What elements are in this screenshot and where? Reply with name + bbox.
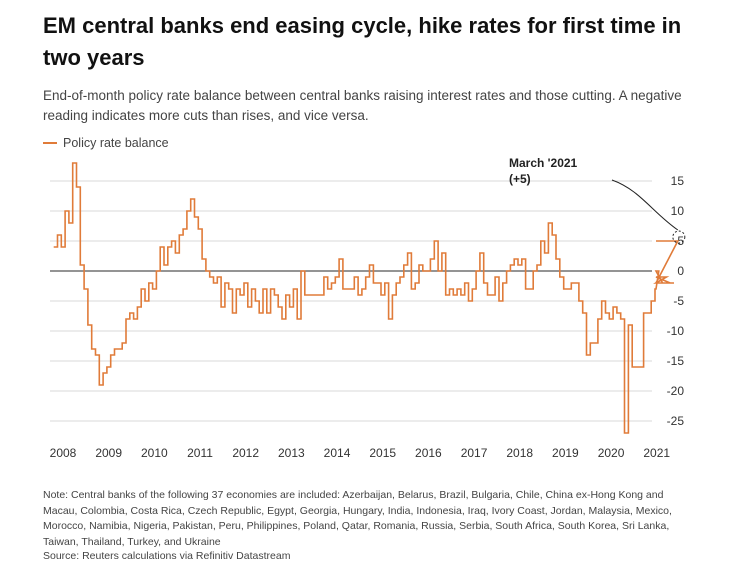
y-tick-label: 10 [671,204,685,218]
annotation-label: March '2021 [509,156,578,170]
legend-swatch [43,142,57,144]
legend: Policy rate balance [43,136,169,150]
x-tick-label: 2020 [598,446,625,460]
y-tick-label: -20 [667,384,685,398]
x-tick-label: 2011 [187,446,213,460]
chart-subtitle: End-of-month policy rate balance between… [43,88,682,123]
y-tick-label: -15 [667,354,685,368]
x-tick-label: 2014 [324,446,351,460]
gridlines [50,180,652,422]
x-tick-label: 2018 [506,446,533,460]
x-tick-label: 2019 [552,446,579,460]
x-tick-label: 2009 [95,446,122,460]
x-tick-label: 2016 [415,446,442,460]
y-tick-label: -25 [667,414,685,428]
x-tick-label: 2017 [461,446,488,460]
x-tick-label: 2012 [232,446,259,460]
chart-area: 15 10 5 0 -5 -10 -15 -20 -25 2008 2009 2010 2011 201… [50,156,686,460]
annotation: March '2021 (+5) [509,156,686,244]
source-note: Source: Reuters calculations via Refinit… [43,550,291,562]
series-line-policy-rate-balance [53,162,680,434]
y-tick-label: -10 [667,324,685,338]
y-axis-labels: 15 10 5 0 -5 -10 -15 -20 -25 [667,174,685,428]
legend-label: Policy rate balance [63,136,169,150]
series-layer [53,162,680,434]
annotation-marker [672,230,686,244]
y-tick-label: 5 [677,234,684,248]
x-tick-label: 2013 [278,446,305,460]
footnote: Note: Central banks of the following 37 … [43,489,672,548]
annotation-value-label: (+5) [509,172,531,186]
y-tick-label: -5 [673,294,684,308]
x-tick-label: 2008 [50,446,77,460]
y-tick-label: 0 [677,264,684,278]
x-tick-label: 2010 [141,446,168,460]
x-tick-label: 2015 [369,446,396,460]
y-tick-label: 15 [671,174,685,188]
x-tick-label: 2021 [643,446,670,460]
x-axis-labels: 2008 2009 2010 2011 2012 2013 2014 2015 2016 2017… [50,446,671,460]
chart-title: EM central banks end easing cycle, hike … [43,13,682,70]
annotation-leader-line [611,179,679,231]
